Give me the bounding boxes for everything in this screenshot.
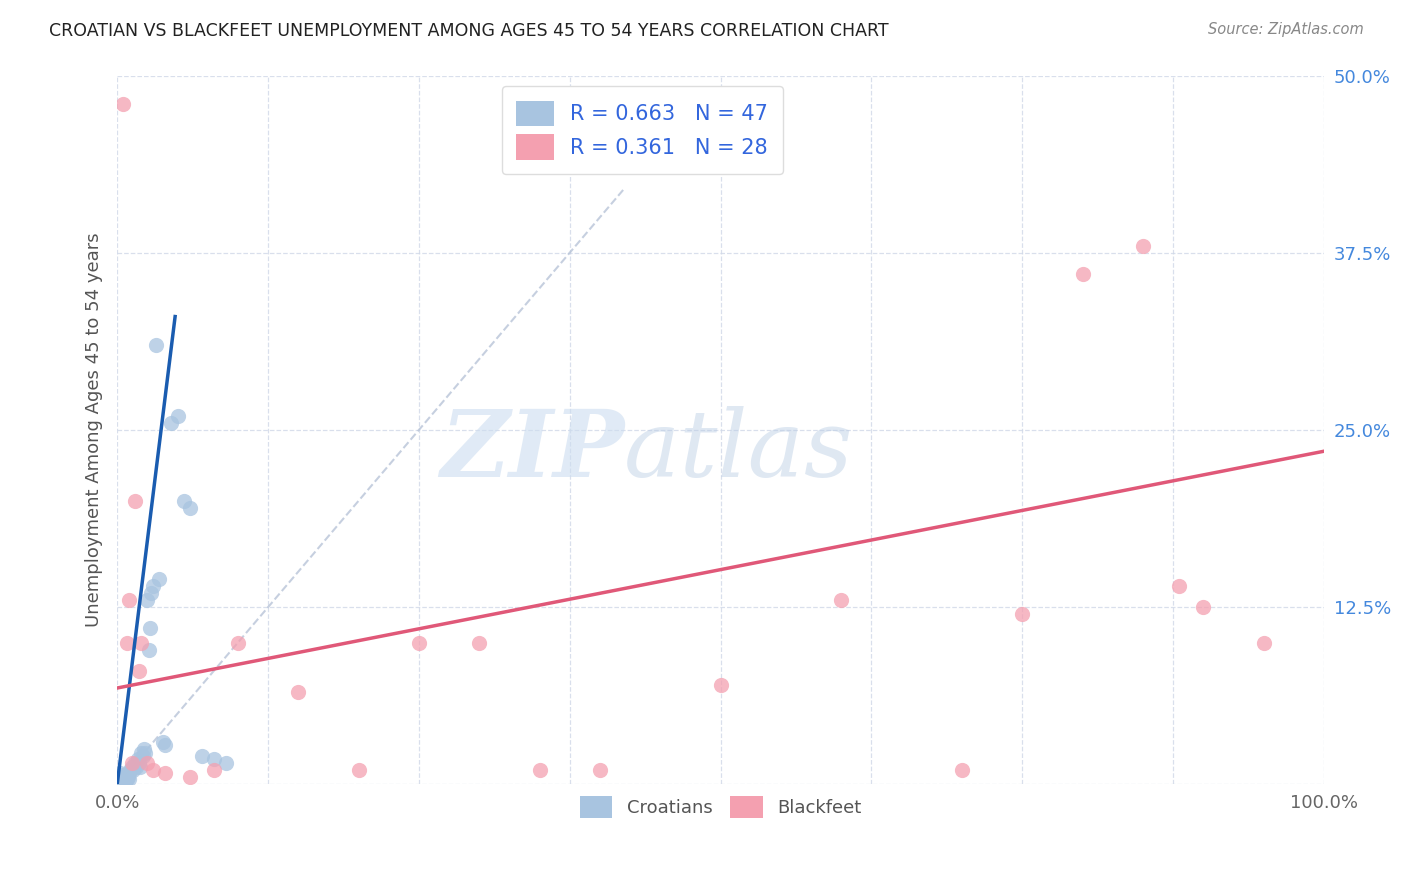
Text: Source: ZipAtlas.com: Source: ZipAtlas.com bbox=[1208, 22, 1364, 37]
Point bbox=[108, 766, 131, 780]
Point bbox=[138, 642, 160, 657]
Point bbox=[125, 760, 148, 774]
Point bbox=[202, 752, 225, 766]
Point bbox=[124, 494, 146, 508]
Point bbox=[112, 773, 135, 788]
Point bbox=[134, 746, 156, 760]
Text: atlas: atlas bbox=[624, 406, 853, 496]
Point bbox=[136, 593, 159, 607]
Point bbox=[1011, 607, 1033, 622]
Point bbox=[114, 769, 136, 783]
Point bbox=[139, 622, 162, 636]
Point bbox=[110, 772, 132, 786]
Point bbox=[1192, 600, 1215, 615]
Point bbox=[155, 738, 177, 752]
Point bbox=[202, 764, 225, 778]
Point bbox=[115, 772, 138, 786]
Point bbox=[129, 760, 152, 774]
Point bbox=[118, 593, 141, 607]
Point bbox=[155, 766, 177, 780]
Point bbox=[468, 635, 491, 649]
Point bbox=[830, 593, 852, 607]
Point bbox=[108, 773, 131, 788]
Point bbox=[121, 756, 143, 771]
Point bbox=[120, 764, 142, 778]
Point bbox=[347, 764, 370, 778]
Text: ZIP: ZIP bbox=[440, 406, 624, 496]
Point bbox=[408, 635, 430, 649]
Point bbox=[110, 769, 132, 783]
Point bbox=[117, 770, 139, 784]
Point bbox=[118, 772, 141, 786]
Point bbox=[1071, 267, 1094, 281]
Point bbox=[215, 756, 238, 771]
Point bbox=[160, 416, 183, 430]
Point bbox=[1132, 238, 1154, 252]
Point bbox=[112, 96, 135, 111]
Point bbox=[107, 770, 129, 784]
Point bbox=[589, 764, 612, 778]
Point bbox=[128, 664, 150, 678]
Point bbox=[127, 752, 149, 766]
Point bbox=[173, 494, 195, 508]
Point bbox=[128, 756, 150, 771]
Point bbox=[287, 685, 309, 699]
Point bbox=[122, 759, 145, 773]
Point bbox=[124, 756, 146, 771]
Point bbox=[118, 766, 141, 780]
Point bbox=[179, 770, 201, 784]
Point bbox=[148, 572, 170, 586]
Point bbox=[131, 749, 153, 764]
Point bbox=[190, 749, 212, 764]
Point bbox=[142, 764, 165, 778]
Point bbox=[112, 767, 135, 781]
Text: CROATIAN VS BLACKFEET UNEMPLOYMENT AMONG AGES 45 TO 54 YEARS CORRELATION CHART: CROATIAN VS BLACKFEET UNEMPLOYMENT AMONG… bbox=[49, 22, 889, 40]
Point bbox=[115, 767, 138, 781]
Point bbox=[152, 735, 174, 749]
Point bbox=[111, 767, 134, 781]
Point bbox=[145, 338, 167, 352]
Point bbox=[122, 764, 145, 778]
Point bbox=[112, 770, 135, 784]
Point bbox=[139, 586, 162, 600]
Legend: Croatians, Blackfeet: Croatians, Blackfeet bbox=[572, 789, 869, 825]
Point bbox=[226, 635, 249, 649]
Point bbox=[121, 760, 143, 774]
Point bbox=[950, 764, 973, 778]
Y-axis label: Unemployment Among Ages 45 to 54 years: Unemployment Among Ages 45 to 54 years bbox=[86, 233, 103, 627]
Point bbox=[114, 773, 136, 788]
Point bbox=[136, 756, 159, 771]
Point bbox=[1253, 635, 1275, 649]
Point bbox=[115, 635, 138, 649]
Point bbox=[179, 500, 201, 515]
Point bbox=[142, 579, 165, 593]
Point bbox=[132, 742, 155, 756]
Point bbox=[709, 678, 731, 692]
Point bbox=[529, 764, 551, 778]
Point bbox=[166, 409, 188, 423]
Point bbox=[131, 746, 153, 760]
Point bbox=[131, 635, 153, 649]
Point bbox=[1168, 579, 1191, 593]
Point bbox=[112, 772, 135, 786]
Point bbox=[111, 773, 134, 788]
